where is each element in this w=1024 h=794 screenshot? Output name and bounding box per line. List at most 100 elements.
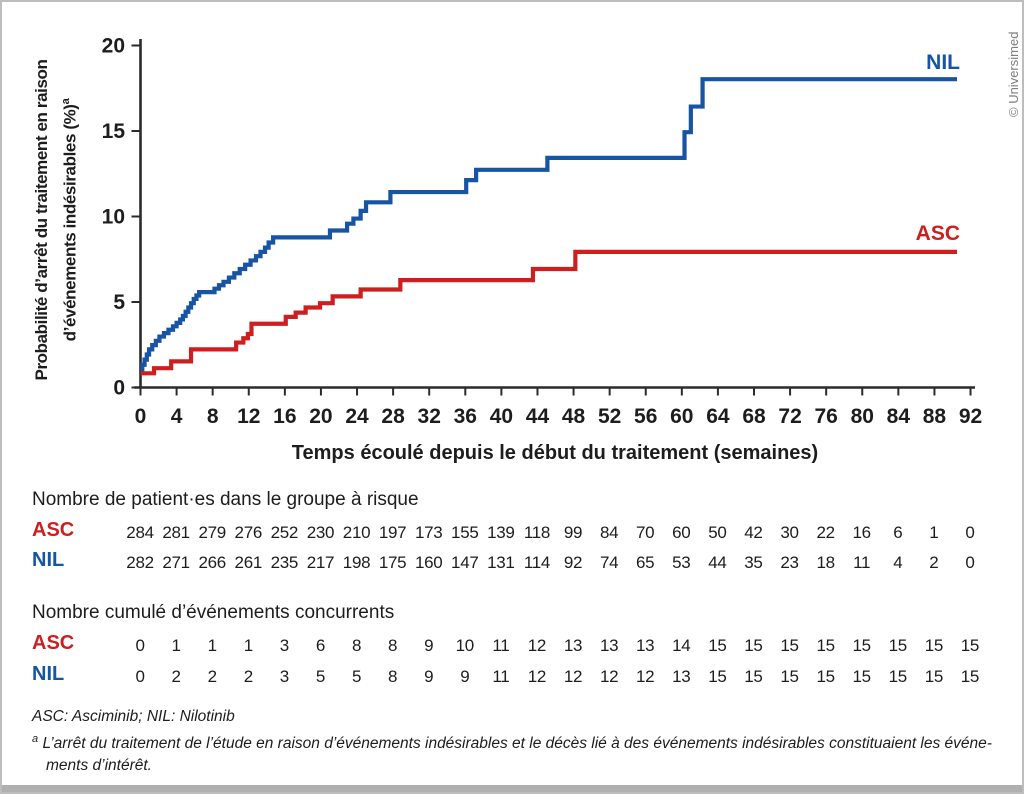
risk-value: 4 (893, 553, 903, 572)
risk-value: 53 (672, 553, 691, 572)
x-tick-label: 28 (381, 405, 405, 428)
risk-value: 15 (852, 636, 872, 655)
risk-value: 13 (672, 667, 691, 686)
x-tick-label: 80 (851, 405, 874, 428)
risk-value: 35 (744, 553, 763, 572)
risk-value: 11 (492, 636, 510, 655)
y-tick-label: 5 (113, 291, 125, 314)
risk-table-1-row-asc-label: ASC (32, 519, 75, 541)
risk-value: 13 (636, 636, 655, 655)
x-tick-label: 40 (490, 405, 513, 428)
risk-value: 0 (965, 553, 975, 572)
risk-value: 6 (893, 523, 903, 542)
risk-table-2-row-asc-values: 0 1 1 1 3 6 8 8 9 10 11 12 13 13 13 14 15 15 15 15 15 15 15 15 (122, 636, 988, 656)
risk-value: 15 (744, 667, 763, 686)
x-tick-label: 84 (887, 405, 911, 428)
risk-value: 0 (965, 523, 975, 542)
risk-table-1-row-asc-values: 284 281 279 276 252 230 210 197 173 155 139 118 99 84… (122, 523, 988, 543)
x-axis-title: Temps écoulé depuis le début du traiteme… (291, 442, 819, 464)
risk-value: 15 (852, 667, 872, 686)
risk-value: 74 (599, 553, 619, 572)
risk-value: 16 (852, 523, 872, 542)
risk-value: 281 (162, 523, 190, 542)
risk-value: 15 (708, 667, 727, 686)
risk-value: 15 (816, 636, 835, 655)
y-tick-label: 10 (102, 206, 125, 229)
risk-table-2-title: Nombre cumulé d’événements concurrents (32, 602, 395, 623)
risk-value: 65 (636, 553, 655, 572)
y-axis-title: Probabilité d’arrêt du traitement en rai… (30, 20, 82, 420)
risk-table-2-row-nil-label: NIL (32, 663, 65, 685)
series-label-asc: ASC (916, 222, 960, 245)
x-tick-label: 72 (778, 405, 801, 428)
risk-value: 15 (780, 636, 799, 655)
risk-value: 175 (378, 553, 407, 572)
x-tick-label: 44 (526, 405, 550, 428)
watermark-copyright: © Universimed (1006, 31, 1021, 117)
x-tick-label: 92 (959, 405, 982, 428)
risk-value: 12 (563, 667, 583, 686)
risk-value: 15 (924, 636, 944, 655)
y-axis-title-line2: d’événements indésirables (%)a (60, 98, 80, 342)
risk-value: 11 (492, 667, 510, 686)
risk-value: 114 (523, 553, 551, 572)
x-tick-label: 60 (670, 405, 693, 428)
risk-value: 15 (924, 667, 944, 686)
risk-value: 198 (342, 553, 371, 572)
risk-value: 1 (243, 636, 253, 655)
risk-value: 15 (888, 667, 908, 686)
risk-value: 15 (816, 667, 835, 686)
risk-value: 279 (198, 523, 226, 542)
y-tick-label: 15 (102, 120, 126, 143)
risk-value: 15 (960, 667, 980, 686)
y-axis-title-line1: Probabilité d’arrêt du traitement en rai… (32, 59, 51, 381)
footnote-abbreviations: ASC: Asciminib; NIL: Nilotinib (32, 708, 235, 725)
risk-value: 12 (599, 667, 619, 686)
risk-value: 12 (527, 636, 547, 655)
x-tick-label: 12 (237, 405, 260, 428)
risk-table-1-row-nil-label: NIL (32, 549, 65, 571)
footnote-a-sup: a (32, 733, 39, 745)
risk-value: 2 (929, 553, 939, 572)
risk-value: 22 (816, 523, 835, 542)
risk-value: 12 (636, 667, 655, 686)
bottom-border-band (2, 785, 1022, 792)
risk-value: 99 (563, 523, 583, 542)
risk-value: 12 (527, 667, 547, 686)
x-tick-label: 16 (273, 405, 296, 428)
x-tick-label: 20 (309, 405, 332, 428)
risk-value: 9 (424, 667, 434, 686)
risk-value: 92 (563, 553, 583, 572)
risk-value: 266 (198, 553, 226, 572)
risk-value: 30 (780, 523, 799, 542)
risk-value: 11 (853, 553, 871, 572)
risk-value: 60 (672, 523, 691, 542)
risk-value: 2 (243, 667, 253, 686)
risk-value: 15 (888, 636, 908, 655)
risk-value: 5 (351, 667, 362, 686)
x-tick-label: 76 (814, 405, 837, 428)
risk-value: 2 (171, 667, 181, 686)
risk-value: 1 (207, 636, 217, 655)
risk-value: 9 (424, 636, 434, 655)
risk-value: 210 (342, 523, 371, 542)
x-tick-label: 32 (418, 405, 441, 428)
risk-value: 15 (960, 636, 980, 655)
risk-value: 6 (315, 636, 326, 655)
risk-value: 50 (708, 523, 727, 542)
x-tick-label: 4 (171, 405, 183, 428)
risk-value: 235 (270, 553, 299, 572)
risk-value: 15 (708, 636, 727, 655)
series-label-nil: NIL (926, 51, 960, 74)
x-tick-label: 36 (454, 405, 477, 428)
risk-value: 139 (487, 523, 515, 542)
x-tick-label: 64 (706, 405, 730, 428)
risk-value: 5 (315, 667, 326, 686)
risk-value: 284 (126, 523, 154, 542)
risk-value: 9 (460, 667, 470, 686)
risk-value: 252 (270, 523, 299, 542)
risk-value: 197 (378, 523, 407, 542)
x-tick-label: 68 (742, 405, 766, 428)
risk-value: 13 (563, 636, 583, 655)
